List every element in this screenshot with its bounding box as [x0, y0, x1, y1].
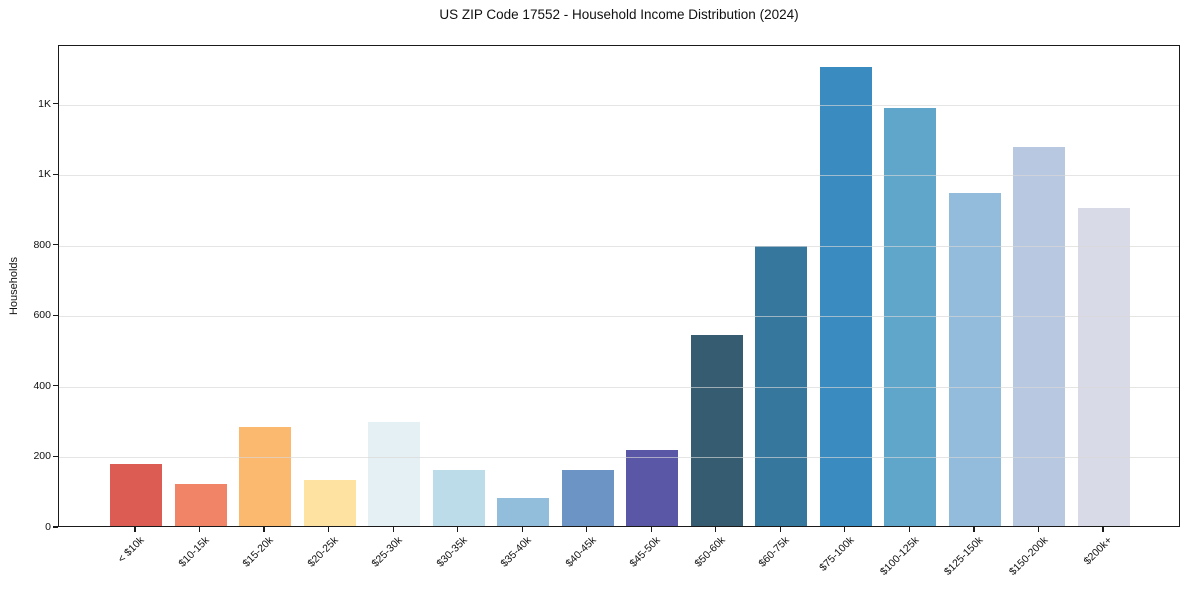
x-tick-mark	[1102, 527, 1104, 532]
x-tick-mark	[328, 527, 330, 532]
x-tick-mark	[521, 527, 523, 532]
x-tick-label: $20-25k	[305, 534, 341, 570]
x-tick-mark	[779, 527, 781, 532]
x-tick-mark	[457, 527, 459, 532]
x-tick-label: $125-150k	[942, 534, 986, 578]
x-tick-mark	[973, 527, 975, 532]
bar-$25-30k	[368, 421, 421, 526]
x-tick-label: $10-15k	[176, 534, 212, 570]
gridline	[59, 386, 1179, 388]
y-tick-label: 1K	[38, 97, 51, 110]
y-tick-label: 200	[33, 450, 51, 463]
x-tick-label: $35-40k	[498, 534, 534, 570]
x-tick-label: $60-75k	[756, 534, 793, 570]
y-tick-mark	[53, 244, 58, 246]
x-tick-mark	[392, 527, 394, 532]
bar-$30-35k	[432, 469, 485, 526]
bar-$50-60k	[690, 334, 743, 526]
bar-< $10k	[110, 463, 162, 526]
y-tick-label: 600	[33, 309, 51, 322]
bar-$15-20k	[239, 426, 292, 526]
bar-$75-100k	[819, 66, 872, 526]
bar-$20-25k	[303, 480, 356, 526]
x-tick-mark	[134, 527, 136, 532]
x-tick-label: < $10k	[115, 534, 147, 566]
y-tick-mark	[53, 102, 58, 105]
x-tick-mark	[844, 527, 846, 532]
x-tick-label: $25-30k	[369, 534, 405, 570]
gridline	[59, 457, 1179, 459]
bar-$200k+	[1078, 208, 1130, 526]
plot-area	[58, 45, 1180, 527]
x-tick-mark	[650, 527, 652, 532]
y-tick-mark	[53, 385, 58, 387]
bar-$35-40k	[497, 497, 550, 526]
bar-$10-15k	[174, 484, 227, 526]
gridline	[59, 245, 1179, 247]
x-tick-label: $45-50k	[627, 534, 664, 570]
y-tick-mark	[53, 526, 58, 528]
x-tick-mark	[586, 527, 588, 532]
x-tick-label: $200k+	[1081, 534, 1115, 568]
bar-$150-200k	[1013, 146, 1066, 526]
y-tick-mark	[53, 314, 58, 316]
y-axis-label: Households	[8, 256, 20, 316]
y-tick-label: 0	[45, 521, 51, 533]
gridline	[59, 104, 1179, 106]
x-tick-mark	[1037, 527, 1040, 532]
x-tick-label: $30-35k	[434, 534, 470, 570]
x-tick-label: $50-60k	[692, 534, 728, 570]
bar-$45-50k	[626, 450, 679, 526]
y-tick-label: 800	[33, 238, 51, 251]
bar-$125-150k	[948, 192, 1001, 526]
bar-$40-45k	[561, 469, 614, 526]
x-tick-label: $40-45k	[563, 534, 599, 570]
x-tick-label: $75-100k	[817, 534, 857, 574]
x-tick-mark	[198, 527, 201, 532]
chart-title: US ZIP Code 17552 - Household Income Dis…	[439, 7, 799, 22]
y-tick-mark	[53, 173, 58, 175]
gridline	[59, 175, 1179, 177]
x-tick-mark	[908, 527, 910, 532]
x-tick-label: $15-20k	[240, 534, 276, 570]
x-tick-mark	[263, 527, 265, 532]
y-tick-label: 1K	[38, 168, 51, 181]
y-tick-label: 400	[33, 379, 51, 392]
gridline	[59, 316, 1179, 318]
x-tick-label: $100-125k	[877, 534, 922, 578]
bar-$60-75k	[755, 246, 808, 526]
x-tick-mark	[715, 527, 717, 532]
x-tick-label: $150-200k	[1006, 534, 1051, 578]
y-tick-mark	[53, 455, 58, 458]
